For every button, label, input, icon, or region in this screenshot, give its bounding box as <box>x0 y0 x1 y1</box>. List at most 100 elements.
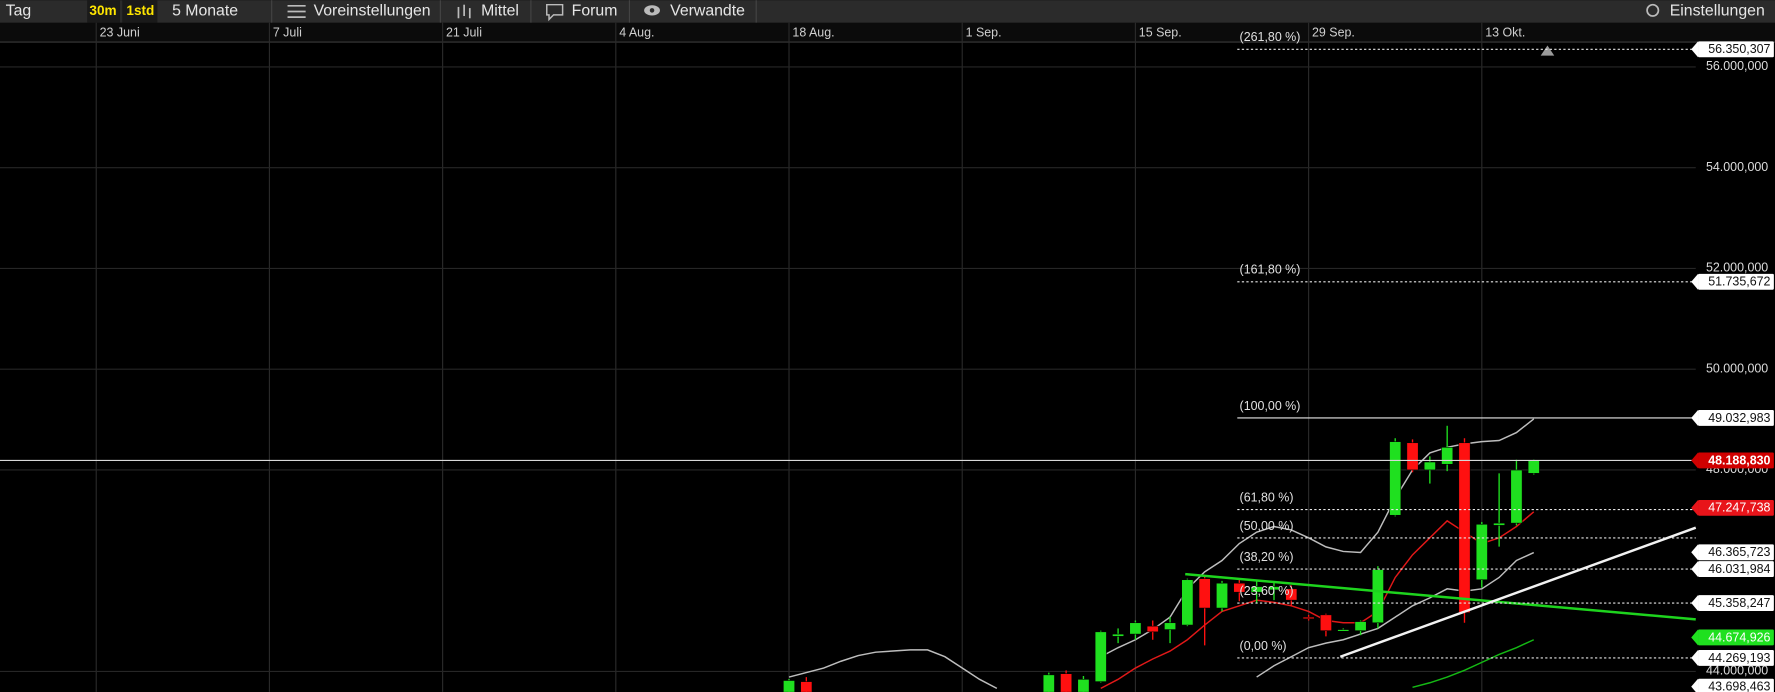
x-tick-label: 23 Juni <box>100 25 140 39</box>
y-tick-label: 44.000,000 <box>1706 664 1768 678</box>
fib-level-label: (161,80 %) <box>1240 263 1301 277</box>
trend-line <box>1339 526 1697 658</box>
x-tick-label: 18 Aug. <box>792 25 834 39</box>
x-tick-label: 15 Sep. <box>1139 25 1182 39</box>
price-box-arrow <box>1691 452 1699 469</box>
y-tick-label: 52.000,000 <box>1706 261 1768 275</box>
indicator-line <box>1412 639 1535 689</box>
price-box-label: 48.188,830 <box>1708 453 1770 467</box>
trend-lines <box>1185 45 1697 658</box>
settings-icon <box>1646 3 1660 17</box>
price-box <box>1698 678 1774 692</box>
price-box <box>1698 649 1774 666</box>
price-box <box>1698 629 1774 646</box>
price-box-label: 44.674,926 <box>1708 630 1770 644</box>
price-box-arrow <box>1691 41 1699 58</box>
candle-body <box>1302 616 1315 620</box>
price-box-arrow <box>1691 410 1699 426</box>
x-tick-label: 7 Juli <box>273 25 302 39</box>
fib-level-label: (38,20 %) <box>1240 550 1294 564</box>
candle-body <box>1181 579 1194 626</box>
candle-body <box>1527 460 1540 474</box>
candle-body <box>1164 622 1176 630</box>
trend-line <box>1185 572 1696 621</box>
candle-body <box>1216 582 1228 609</box>
x-tick-label: 13 Okt. <box>1485 25 1525 39</box>
price-box-arrow <box>1691 649 1699 666</box>
price-box-arrow <box>1691 273 1699 290</box>
indicator-line <box>1256 551 1535 678</box>
date-axis-bg <box>0 22 1775 43</box>
plot-area <box>783 418 1540 692</box>
price-box-arrow <box>1691 561 1699 578</box>
price-box <box>1698 561 1774 578</box>
button-bg <box>122 0 158 23</box>
menu-related[interactable]: Verwandte <box>670 3 745 20</box>
candle-body <box>1475 523 1488 581</box>
candle-body <box>1441 447 1454 465</box>
price-box-label: 46.365,723 <box>1708 545 1770 559</box>
candle-body <box>1371 569 1384 624</box>
price-box-label: 47.247,738 <box>1708 501 1770 515</box>
presets-icon <box>287 4 306 18</box>
candle-body <box>800 681 813 692</box>
price-box-label: 49.032,983 <box>1708 411 1770 425</box>
indicator-icon <box>457 4 471 19</box>
price-box <box>1698 273 1774 290</box>
settings-button[interactable]: Einstellungen <box>1670 3 1765 20</box>
price-box <box>1698 410 1774 426</box>
period-label[interactable]: Tag <box>6 3 32 20</box>
price-box-label: 46.031,984 <box>1708 562 1770 576</box>
price-box-arrow <box>1691 678 1699 692</box>
price-axis: 44.000,00048.000,00050.000,00052.000,000… <box>1691 41 1774 692</box>
price-box-arrow <box>1691 595 1699 611</box>
candle-body <box>1250 586 1263 593</box>
candle-body <box>1042 674 1055 692</box>
x-tick-label: 29 Sep. <box>1312 25 1355 39</box>
candle-body <box>1406 442 1419 471</box>
fib-level-label: (0,00 %) <box>1240 639 1287 653</box>
menu-presets[interactable]: Voreinstellungen <box>314 3 431 20</box>
y-tick-label: 56.000,000 <box>1706 59 1768 73</box>
x-tick-label: 1 Sep. <box>966 25 1002 39</box>
price-box <box>1698 499 1774 516</box>
toolbar: Tag 30m 1std 5 Monate Voreinstellungen M… <box>0 0 1775 23</box>
price-box-label: 43.698,463 <box>1708 680 1770 692</box>
marker-triangle <box>1540 45 1555 56</box>
candle-body <box>1198 578 1211 609</box>
price-box-arrow <box>1691 499 1699 516</box>
candle-body <box>1077 679 1090 692</box>
candle-body <box>1337 629 1350 632</box>
candle-body <box>1458 442 1471 613</box>
fib-level-label: (100,00 %) <box>1240 399 1301 413</box>
candle-body <box>1389 441 1402 516</box>
menu-forum[interactable]: Forum <box>572 3 618 20</box>
price-box-label: 51.735,672 <box>1708 275 1770 289</box>
y-tick-label: 50.000,000 <box>1706 361 1768 375</box>
candle-body <box>1129 622 1142 635</box>
range-button[interactable]: 5 Monate <box>172 3 238 20</box>
button-bg <box>87 0 120 23</box>
candle-body <box>1285 588 1298 601</box>
forum-icon <box>546 3 564 22</box>
price-box <box>1698 595 1774 611</box>
price-box <box>1698 41 1774 58</box>
candle-body <box>1094 631 1107 682</box>
candle-body <box>1493 522 1506 526</box>
interval-button[interactable]: 30m <box>89 3 116 18</box>
x-tick-label: 4 Aug. <box>619 25 654 39</box>
candle-body <box>1146 625 1159 633</box>
fibonacci: (261,80 %) (161,80 %) (100,00 %) (61,80 %) (… <box>0 30 1696 659</box>
candle-body <box>1060 673 1073 692</box>
toolbar-bg <box>0 0 1775 23</box>
candle-body <box>1354 621 1367 631</box>
x-tick-label: 21 Juli <box>446 25 482 39</box>
interval-button[interactable]: 1std <box>126 3 154 18</box>
menu-indicators[interactable]: Mittel <box>481 3 519 20</box>
y-tick-label: 54.000,000 <box>1706 160 1768 174</box>
candle-body <box>1268 586 1280 591</box>
price-box-arrow <box>1691 544 1699 561</box>
candle-body <box>1423 461 1436 471</box>
candle-body <box>1510 469 1523 524</box>
